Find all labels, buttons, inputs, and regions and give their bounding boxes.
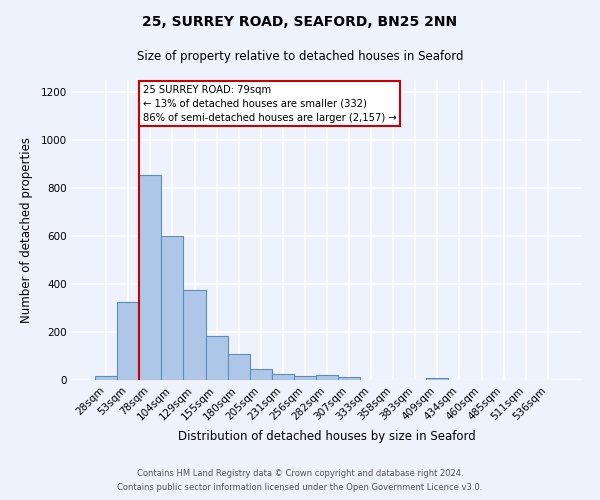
Bar [338,378,360,380]
Bar [184,290,206,380]
Bar [294,376,316,380]
Text: Contains public sector information licensed under the Open Government Licence v3: Contains public sector information licen… [118,484,482,492]
Bar [139,175,161,380]
Bar [250,368,272,380]
Y-axis label: Number of detached properties: Number of detached properties [20,137,32,323]
Text: 25 SURREY ROAD: 79sqm
← 13% of detached houses are smaller (332)
86% of semi-det: 25 SURREY ROAD: 79sqm ← 13% of detached … [143,85,397,123]
Text: 25, SURREY ROAD, SEAFORD, BN25 2NN: 25, SURREY ROAD, SEAFORD, BN25 2NN [142,15,458,29]
Bar [161,236,184,380]
Bar [206,336,227,380]
Text: Contains HM Land Registry data © Crown copyright and database right 2024.: Contains HM Land Registry data © Crown c… [137,468,463,477]
Bar [117,302,139,380]
X-axis label: Distribution of detached houses by size in Seaford: Distribution of detached houses by size … [178,430,476,443]
Bar [316,374,338,380]
Bar [227,354,250,380]
Bar [95,376,117,380]
Text: Size of property relative to detached houses in Seaford: Size of property relative to detached ho… [137,50,463,63]
Bar [272,374,294,380]
Bar [427,378,448,380]
